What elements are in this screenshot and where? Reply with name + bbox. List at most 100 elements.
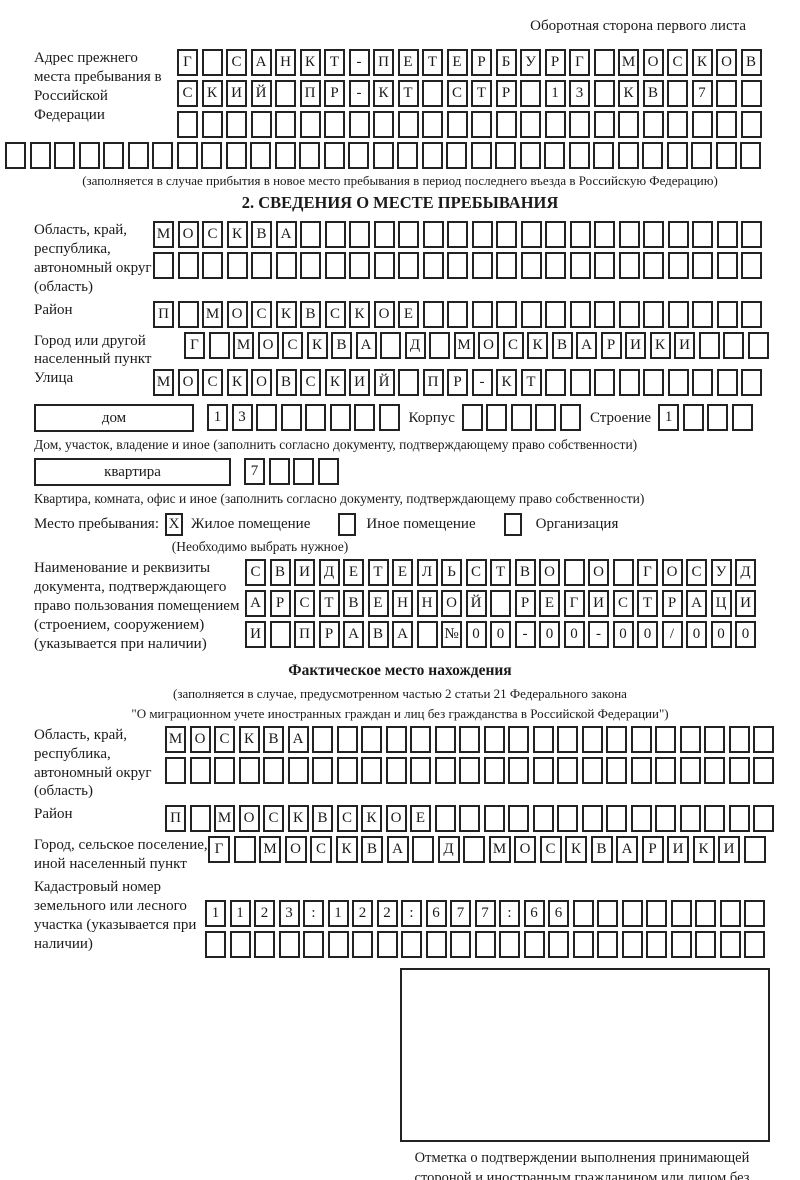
char-cell[interactable]: 7 [244,458,265,486]
char-cell[interactable]: О [385,805,407,833]
char-cell[interactable] [508,805,529,833]
char-cell[interactable] [263,756,284,784]
char-cell[interactable]: Д [318,559,340,587]
char-cell[interactable] [728,756,750,784]
char-cell[interactable]: О [661,559,683,587]
char-cell[interactable] [557,805,578,833]
char-cell[interactable] [214,756,235,784]
char-cell[interactable]: С [177,80,198,107]
char-cell[interactable] [373,221,395,248]
char-cell[interactable]: С [667,49,688,76]
char-cell[interactable]: 0 [637,621,658,649]
char-cell[interactable] [398,221,419,248]
char-cell[interactable]: П [422,369,444,397]
char-cell[interactable]: К [306,331,328,359]
char-cell[interactable] [630,805,652,833]
char-cell[interactable]: Т [471,80,492,107]
char-cell[interactable] [569,300,591,328]
char-cell[interactable] [324,252,346,279]
char-cell[interactable] [520,252,542,279]
char-cell[interactable] [398,252,419,279]
char-cell[interactable]: С [310,836,332,864]
char-cell[interactable]: П [299,80,321,107]
char-cell[interactable]: С [539,836,562,864]
char-cell[interactable]: 6 [523,900,545,928]
char-cell[interactable]: О [373,300,395,328]
char-cell[interactable]: 6 [548,900,569,928]
char-cell[interactable]: 6 [425,900,447,928]
char-cell[interactable]: Й [465,590,487,618]
char-cell[interactable]: П [153,300,174,328]
char-cell[interactable]: А [576,331,597,359]
char-cell[interactable]: К [226,369,248,397]
char-cell[interactable]: 7 [474,900,496,928]
char-cell[interactable]: - [514,621,536,649]
char-cell[interactable]: Т [422,49,443,76]
char-cell[interactable] [177,300,199,328]
char-cell[interactable]: Е [398,300,419,328]
char-cell[interactable]: К [373,80,394,107]
char-cell[interactable] [422,80,443,107]
char-cell[interactable]: С [324,300,346,328]
char-cell[interactable] [412,836,434,864]
char-cell[interactable]: Е [539,590,560,618]
char-cell[interactable] [352,931,373,959]
char-cell[interactable] [618,221,640,248]
char-cell[interactable]: И [625,331,646,359]
char-cell[interactable]: 0 [612,621,634,649]
char-cell[interactable] [704,756,725,784]
char-cell[interactable] [349,221,370,248]
char-cell[interactable]: С [282,331,303,359]
char-cell[interactable] [606,805,627,833]
char-cell[interactable]: Т [637,590,658,618]
char-cell[interactable] [177,111,198,138]
char-cell[interactable] [691,111,713,138]
char-cell[interactable]: В [269,559,291,587]
char-cell[interactable]: С [300,369,321,397]
char-cell[interactable] [557,725,578,753]
char-cell[interactable]: М [259,836,281,864]
char-cell[interactable]: Р [514,590,536,618]
char-cell[interactable]: Н [275,49,296,76]
char-cell[interactable]: Т [324,49,345,76]
char-cell[interactable] [744,900,765,928]
char-cell[interactable] [520,80,541,107]
char-cell[interactable] [483,756,505,784]
char-cell[interactable]: В [251,221,272,248]
char-cell[interactable]: А [275,221,297,248]
char-cell[interactable]: И [588,590,609,618]
char-cell[interactable] [127,142,149,169]
char-cell[interactable] [618,300,640,328]
house-type-box[interactable]: дом [34,404,194,433]
char-cell[interactable] [692,369,713,397]
char-cell[interactable] [704,805,725,833]
char-cell[interactable] [606,756,627,784]
char-cell[interactable] [499,931,520,959]
char-cell[interactable]: У [520,49,541,76]
char-cell[interactable] [532,756,554,784]
char-cell[interactable]: Б [495,49,517,76]
char-cell[interactable] [572,931,594,959]
char-cell[interactable] [471,300,493,328]
char-cell[interactable] [716,80,737,107]
char-cell[interactable]: 0 [710,621,732,649]
char-cell[interactable]: К [226,221,248,248]
char-cell[interactable] [201,111,223,138]
char-cell[interactable]: П [294,621,315,649]
checkbox-zhiloe[interactable]: X [165,513,183,537]
char-cell[interactable]: О [588,559,609,587]
char-cell[interactable]: Р [495,80,517,107]
char-cell[interactable] [594,221,615,248]
char-cell[interactable] [695,931,716,959]
char-cell[interactable] [238,756,260,784]
char-cell[interactable]: 7 [450,900,471,928]
char-cell[interactable] [324,111,345,138]
char-cell[interactable]: С [202,369,223,397]
char-cell[interactable]: К [565,836,587,864]
char-cell[interactable]: М [618,49,639,76]
char-cell[interactable]: К [618,80,639,107]
char-cell[interactable] [612,559,634,587]
char-cell[interactable] [471,252,493,279]
char-cell[interactable] [410,756,431,784]
char-cell[interactable] [226,252,248,279]
